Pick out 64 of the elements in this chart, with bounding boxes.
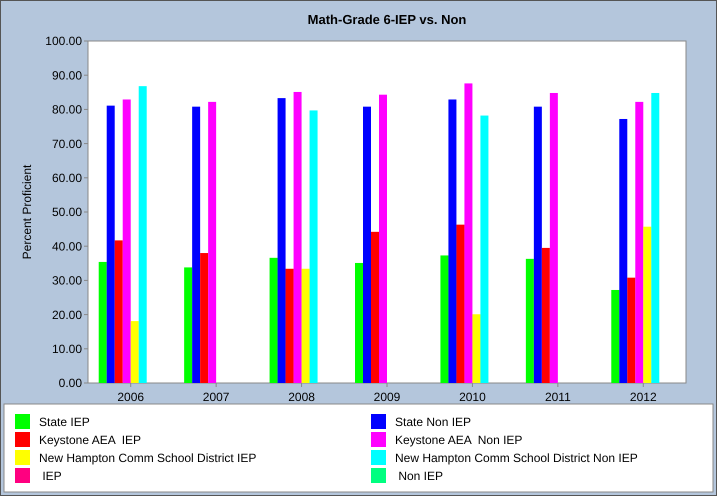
- y-tick-label: 100.00: [45, 34, 82, 48]
- bar: [379, 94, 387, 383]
- bar: [635, 102, 644, 383]
- x-tick-label: 2010: [459, 390, 486, 404]
- bar: [480, 116, 488, 383]
- bar: [534, 106, 542, 383]
- bar: [472, 314, 480, 383]
- y-tick-label: 0.00: [58, 376, 82, 390]
- y-tick-label: 70.00: [52, 136, 82, 151]
- bar: [98, 262, 107, 383]
- legend-label: Keystone AEA Non IEP: [395, 433, 522, 448]
- bar: [114, 240, 123, 383]
- bar: [448, 99, 456, 383]
- x-tick-label: 2009: [374, 390, 401, 404]
- bar: [130, 321, 139, 383]
- bar: [456, 224, 464, 383]
- bar: [550, 92, 558, 383]
- bar: [286, 268, 294, 383]
- legend-label: Non IEP: [395, 469, 444, 484]
- bar: [355, 262, 363, 383]
- bar: [464, 83, 472, 383]
- y-tick-label: 20.00: [52, 308, 82, 322]
- y-axis-title: Percent Proficient: [20, 164, 34, 260]
- bar: [106, 106, 115, 383]
- y-tick-label: 10.00: [52, 342, 82, 356]
- legend-label: New Hampton Comm School District IEP: [39, 451, 256, 466]
- x-tick-label: 2007: [202, 390, 230, 404]
- bar: [270, 258, 278, 383]
- bar: [184, 267, 192, 383]
- legend-label: Keystone AEA IEP: [39, 433, 142, 448]
- bar: [651, 92, 660, 383]
- x-tick-label: 2008: [288, 390, 316, 404]
- y-tick-label: 40.00: [52, 239, 82, 254]
- bar: [619, 118, 628, 383]
- legend-label: State Non IEP: [395, 415, 472, 430]
- y-tick-label: 30.00: [52, 274, 82, 288]
- bar: [278, 98, 286, 383]
- x-tick-label: 2012: [630, 390, 657, 404]
- bar: [643, 226, 652, 383]
- bar: [192, 106, 200, 383]
- y-tick-label: 50.00: [52, 205, 82, 220]
- y-tick-label: 90.00: [52, 68, 82, 82]
- bar: [310, 110, 318, 383]
- bar: [138, 86, 147, 383]
- bar: [208, 102, 216, 383]
- legend-label: IEP: [39, 469, 62, 484]
- y-tick-label: 80.00: [52, 102, 82, 117]
- chart-title: Math-Grade 6-IEP vs. Non: [308, 12, 466, 27]
- bar: [542, 248, 550, 383]
- x-tick-label: 2006: [117, 390, 144, 404]
- bar: [627, 278, 636, 383]
- bar: [363, 106, 371, 383]
- y-tick-label: 60.00: [52, 171, 82, 185]
- bar: [526, 258, 534, 383]
- bar: [302, 268, 310, 383]
- legend-label: New Hampton Comm School District Non IEP: [395, 451, 638, 466]
- bar: [440, 255, 448, 383]
- bar: [371, 232, 379, 383]
- bar: [200, 253, 208, 383]
- x-tick-label: 2011: [544, 390, 572, 404]
- bar: [122, 99, 131, 383]
- bar: [294, 92, 302, 383]
- bar: [611, 290, 620, 383]
- legend-label: State IEP: [39, 415, 90, 430]
